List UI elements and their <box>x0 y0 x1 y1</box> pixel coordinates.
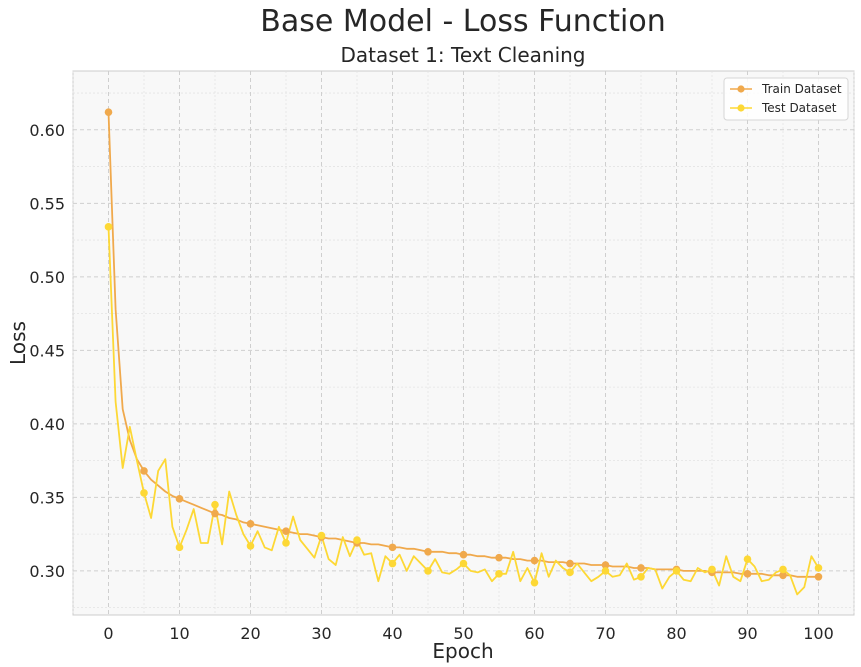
data-point-train <box>282 527 290 535</box>
data-point-train <box>211 509 219 518</box>
legend-label-test: Test Dataset <box>761 101 837 115</box>
y-tick-label: 0.45 <box>29 341 65 360</box>
data-point-test <box>495 570 503 578</box>
data-point-test <box>175 543 184 552</box>
y-tick-label: 0.60 <box>29 121 65 140</box>
x-tick-label: 10 <box>169 624 189 643</box>
data-point-train <box>530 556 539 565</box>
y-tick-label: 0.50 <box>29 268 65 287</box>
data-point-test <box>814 564 823 572</box>
x-tick-label: 30 <box>311 624 331 643</box>
x-tick-label: 50 <box>453 624 473 643</box>
data-point-test <box>282 539 290 547</box>
x-tick-label: 40 <box>382 624 402 643</box>
data-point-test <box>353 536 361 544</box>
data-point-train <box>246 520 255 528</box>
data-point-train <box>175 495 184 503</box>
y-axis-label: Loss <box>6 321 30 365</box>
chart-subtitle: Dataset 1: Text Cleaning <box>341 43 586 67</box>
data-point-test <box>566 568 574 577</box>
tick-labels: 0 10 20 30 40 50 60 70 80 90 100 0.30 0.35 0.40 0.45 0.… <box>29 121 833 643</box>
x-tick-label: 0 <box>103 624 113 643</box>
data-point-train <box>637 564 645 572</box>
legend-marker-train <box>737 85 745 93</box>
data-point-test <box>246 542 255 550</box>
legend-marker-test <box>737 104 745 112</box>
legend-box <box>723 77 849 121</box>
data-point-test <box>317 531 326 540</box>
data-point-test <box>424 567 432 575</box>
data-point-test <box>140 489 148 497</box>
data-point-train <box>814 572 823 581</box>
x-tick-label: 80 <box>666 624 686 643</box>
data-point-test <box>708 565 716 574</box>
data-point-test <box>637 572 645 581</box>
data-point-train <box>601 561 610 569</box>
data-point-test <box>779 565 787 574</box>
legend-label-train: Train Dataset <box>761 82 842 96</box>
data-point-train <box>779 571 787 580</box>
data-point-test <box>672 567 681 575</box>
data-point-test <box>104 223 113 231</box>
chart-title: Base Model - Loss Function <box>260 4 666 39</box>
grid-lines <box>72 71 855 615</box>
data-point-test <box>388 559 397 568</box>
data-point-test <box>459 559 468 568</box>
y-tick-label: 0.30 <box>29 562 65 581</box>
data-point-train <box>104 108 113 116</box>
y-tick-label: 0.35 <box>29 488 65 507</box>
data-point-test <box>743 555 752 563</box>
plot-area <box>72 70 855 616</box>
y-tick-label: 0.40 <box>29 415 65 434</box>
data-point-train <box>566 559 574 568</box>
data-point-train <box>459 550 468 559</box>
data-point-test <box>601 567 610 575</box>
x-tick-label: 90 <box>737 624 757 643</box>
data-point-train <box>495 553 503 562</box>
y-tick-label: 0.55 <box>29 194 65 213</box>
x-axis-label: Epoch <box>432 639 493 663</box>
legend: Train Dataset Test Dataset <box>723 77 849 121</box>
x-tick-label: 20 <box>240 624 260 643</box>
x-tick-label: 100 <box>803 624 834 643</box>
data-point-test <box>530 578 539 587</box>
data-point-train <box>424 547 432 556</box>
data-point-test <box>211 500 219 509</box>
x-tick-label: 60 <box>524 624 544 643</box>
series-layer <box>104 108 823 596</box>
data-point-train <box>140 467 148 475</box>
data-point-train <box>743 570 752 578</box>
x-tick-label: 70 <box>595 624 615 643</box>
data-point-train <box>388 543 397 552</box>
